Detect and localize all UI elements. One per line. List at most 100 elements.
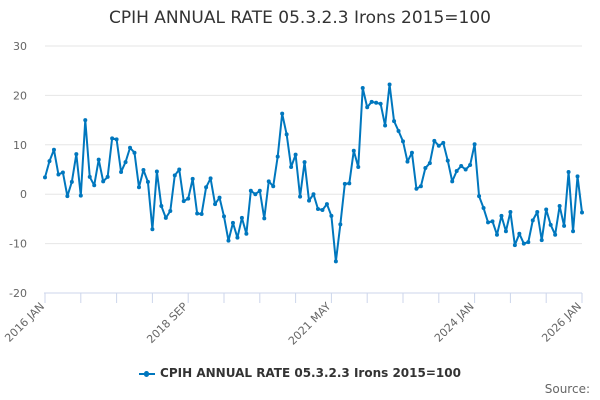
data-point (163, 215, 168, 220)
data-point (477, 194, 482, 199)
data-point (333, 259, 338, 264)
data-point (298, 194, 303, 199)
data-point (517, 231, 522, 236)
data-point (494, 232, 499, 237)
data-point (168, 208, 173, 213)
data-point (92, 183, 97, 188)
data-point (401, 139, 405, 144)
data-point (526, 240, 531, 245)
data-point (145, 179, 150, 184)
data-point (365, 105, 370, 110)
data-point (311, 192, 316, 197)
legend-label: CPIH ANNUAL RATE 05.3.2.3 Irons 2015=100 (160, 366, 461, 380)
data-point (392, 119, 397, 124)
y-tick-label: 0 (20, 188, 27, 201)
data-point (262, 216, 267, 221)
data-point (535, 209, 540, 214)
data-point (128, 145, 133, 150)
data-point (315, 207, 320, 212)
data-point (562, 223, 567, 228)
data-point (244, 231, 249, 236)
legend-item[interactable]: CPIH ANNUAL RATE 05.3.2.3 Irons 2015=100 (0, 366, 600, 380)
data-point (369, 99, 374, 104)
data-point (65, 194, 70, 199)
data-point (548, 222, 553, 227)
data-point (324, 202, 329, 207)
data-point (320, 208, 325, 213)
y-tick-label: 30 (13, 40, 27, 53)
data-point (284, 132, 289, 137)
data-point (521, 241, 526, 246)
data-point (253, 192, 258, 197)
data-point (186, 196, 191, 201)
data-point (539, 238, 544, 243)
data-point (432, 138, 437, 143)
data-point (490, 219, 495, 224)
data-point (257, 188, 262, 193)
data-point (468, 163, 473, 168)
data-point (51, 147, 56, 152)
data-point (351, 148, 356, 153)
data-point (342, 181, 347, 186)
data-point (329, 213, 334, 218)
data-point (378, 101, 383, 106)
data-point (307, 198, 312, 203)
data-point (571, 229, 576, 234)
y-tick-label: 10 (13, 139, 27, 152)
data-point (74, 152, 79, 157)
data-point (150, 227, 155, 232)
x-tick-label: 2021 MAY (286, 300, 334, 348)
data-point (136, 185, 141, 190)
data-point (230, 220, 235, 225)
data-point (159, 204, 164, 209)
data-point (427, 161, 432, 166)
data-point (566, 169, 571, 174)
data-point (248, 188, 253, 193)
data-point (266, 179, 271, 184)
data-point (204, 185, 209, 190)
data-point (530, 218, 535, 223)
data-point (132, 150, 137, 155)
data-point (405, 159, 410, 164)
data-point (512, 243, 517, 248)
data-point (226, 238, 231, 243)
data-point (374, 100, 379, 105)
data-point (472, 142, 477, 147)
y-tick-label: -10 (9, 238, 27, 251)
data-point (87, 174, 92, 179)
data-point (239, 215, 244, 220)
data-point (383, 123, 388, 128)
source-label: Source: (544, 382, 590, 396)
data-point (463, 167, 468, 172)
data-point (360, 85, 365, 90)
series-line (44, 83, 583, 263)
data-point (553, 232, 558, 237)
data-point (289, 165, 294, 170)
data-point (96, 157, 101, 162)
y-tick-label: 20 (13, 89, 27, 102)
chart-title: CPIH ANNUAL RATE 05.3.2.3 Irons 2015=100 (108, 8, 491, 28)
data-point (119, 169, 124, 174)
data-point (43, 175, 47, 180)
data-point (557, 204, 562, 209)
data-point (580, 210, 584, 215)
data-point (141, 167, 146, 172)
legend-symbol (139, 370, 156, 377)
data-point (414, 186, 419, 191)
data-point (508, 209, 513, 214)
data-point (387, 82, 392, 87)
data-point (396, 128, 401, 133)
data-point (114, 137, 119, 142)
data-point (101, 179, 106, 184)
x-tick-label: 2016 JAN (2, 300, 47, 345)
y-tick-label: -20 (9, 287, 27, 300)
data-point (235, 235, 240, 240)
data-point (123, 160, 128, 165)
data-point (208, 176, 213, 181)
data-point (356, 165, 361, 170)
data-point (302, 160, 307, 165)
data-point (217, 195, 222, 200)
data-point (445, 158, 450, 163)
data-point (105, 174, 110, 179)
